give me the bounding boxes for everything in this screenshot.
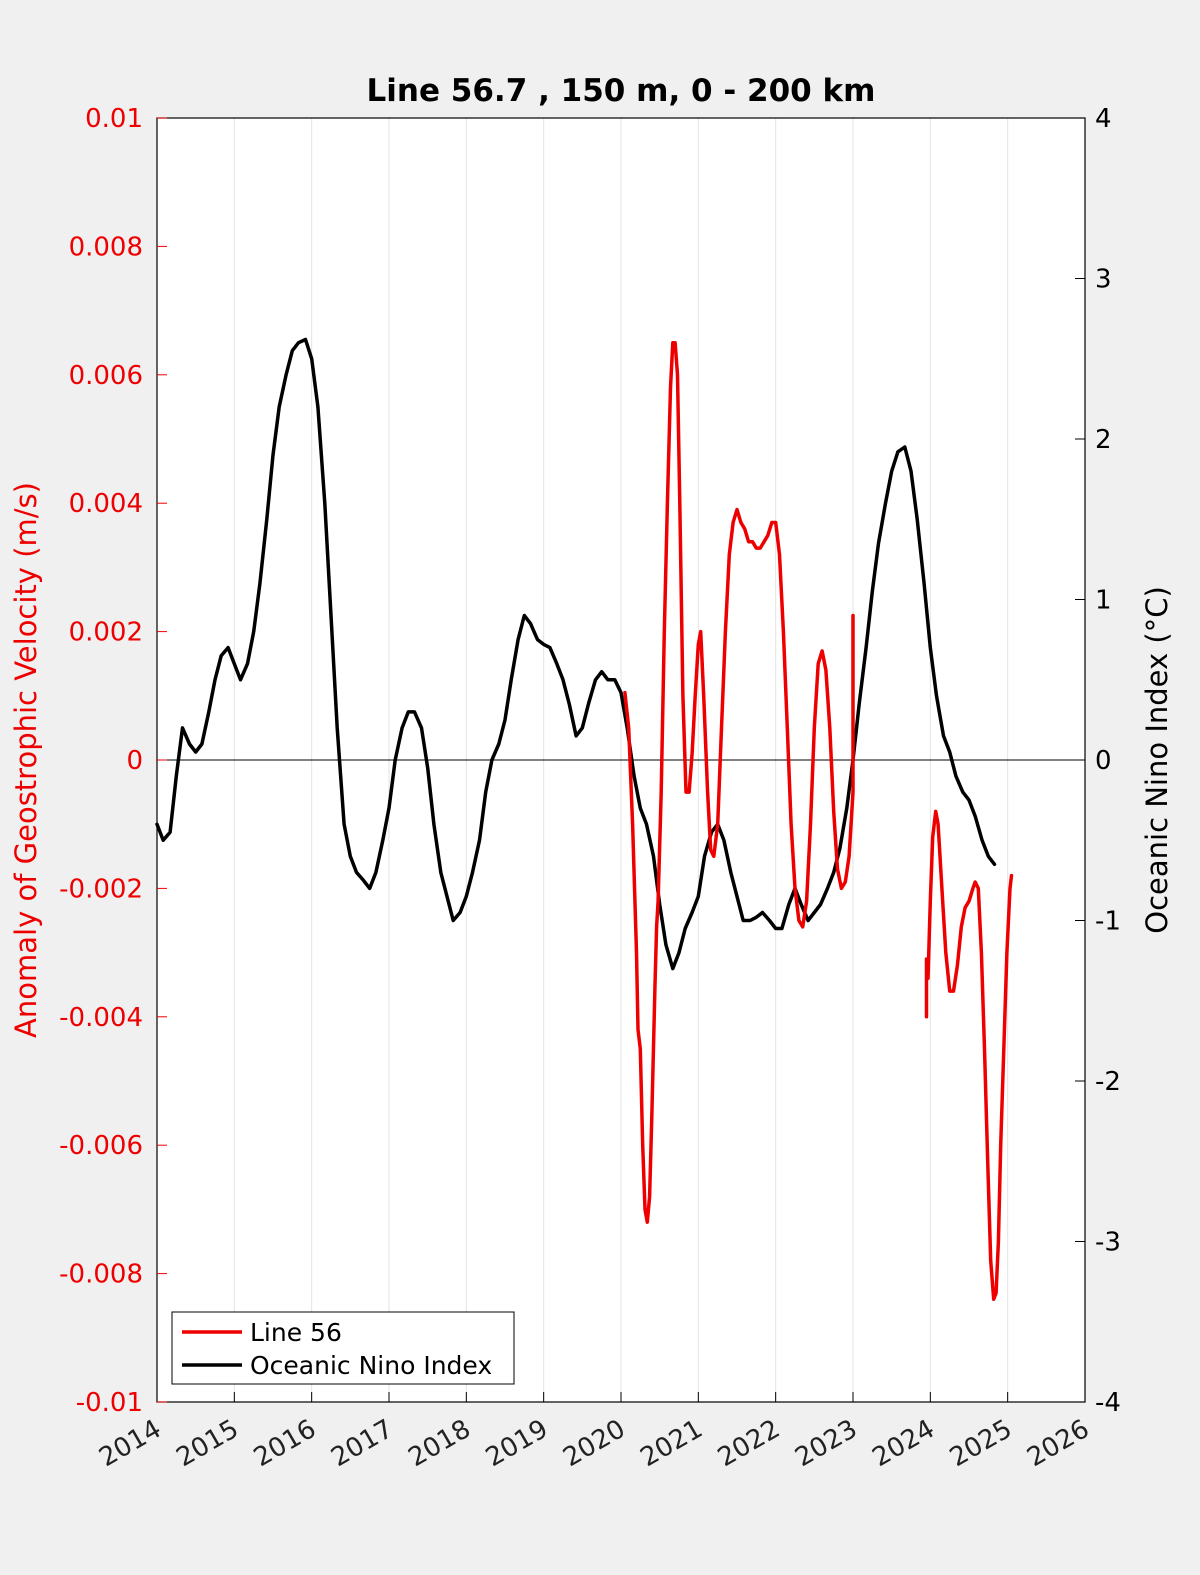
x-tick-label: 2016 [249,1414,321,1473]
right-y-tick-label: 2 [1095,425,1112,455]
right-y-tick-label: 3 [1095,265,1112,295]
x-tick-label: 2018 [404,1414,476,1473]
x-tick-label: 2017 [326,1414,398,1473]
x-tick-label: 2022 [713,1414,785,1473]
line56-series-line [924,809,1014,1302]
left-y-tick-label: 0.01 [85,104,143,134]
left-y-tick-label: -0.006 [59,1131,143,1161]
left-y-axis-label: Anomaly of Geostrophic Velocity (m/s) [9,482,43,1038]
left-y-tick-label: -0.01 [76,1388,143,1418]
right-y-axis: -4 -3 -2 -1 0 1 2 3 4 [1075,104,1121,1418]
line56-series-line [623,340,855,1224]
x-tick-label: 2026 [1022,1414,1094,1473]
x-tick-label: 2025 [945,1414,1017,1473]
right-y-tick-label: -2 [1095,1067,1121,1097]
x-tick-label: 2023 [790,1414,862,1473]
right-y-tick-label: 0 [1095,746,1112,776]
x-tick-label: 2024 [868,1414,940,1473]
chart-title: Line 56.7 , 150 m, 0 - 200 km [367,73,876,109]
right-y-tick-label: -1 [1095,907,1121,937]
left-y-tick-label: -0.008 [59,1260,143,1290]
right-y-axis-label: Oceanic Nino Index (°C) [1140,586,1174,934]
right-y-tick-label: -4 [1095,1388,1121,1418]
left-y-tick-label: 0.006 [69,361,143,391]
x-tick-label: 2014 [94,1414,166,1473]
x-tick-label: 2020 [558,1414,630,1473]
x-axis: 2014 2015 2016 2017 2018 2019 2020 2021 2022 2023… [94,1392,1095,1473]
left-y-tick-label: 0.002 [69,618,143,648]
left-y-tick-label: -0.002 [59,874,143,904]
left-y-tick-label: 0.004 [69,489,143,519]
left-y-tick-label: 0 [126,746,143,776]
right-y-tick-label: 4 [1095,104,1112,134]
legend-box [171,1311,515,1385]
left-y-tick-label: -0.004 [59,1003,143,1033]
legend-oni-label: Oceanic Nino Index [250,1351,492,1380]
x-tick-label: 2021 [636,1414,708,1473]
series-layer [155,337,1014,1302]
x-tick-label: 2019 [481,1414,553,1473]
legend: Line 56 Oceanic Nino Index [171,1311,515,1385]
legend-line56-label: Line 56 [250,1318,342,1347]
right-y-tick-label: -3 [1095,1228,1121,1258]
left-y-axis: -0.01 -0.008 -0.006 -0.004 -0.002 0 0.002 0.004… [59,104,167,1418]
x-tick-label: 2015 [172,1414,244,1473]
left-y-tick-label: 0.008 [69,232,143,262]
right-y-tick-label: 1 [1095,586,1112,616]
oni-series-line [155,337,997,971]
